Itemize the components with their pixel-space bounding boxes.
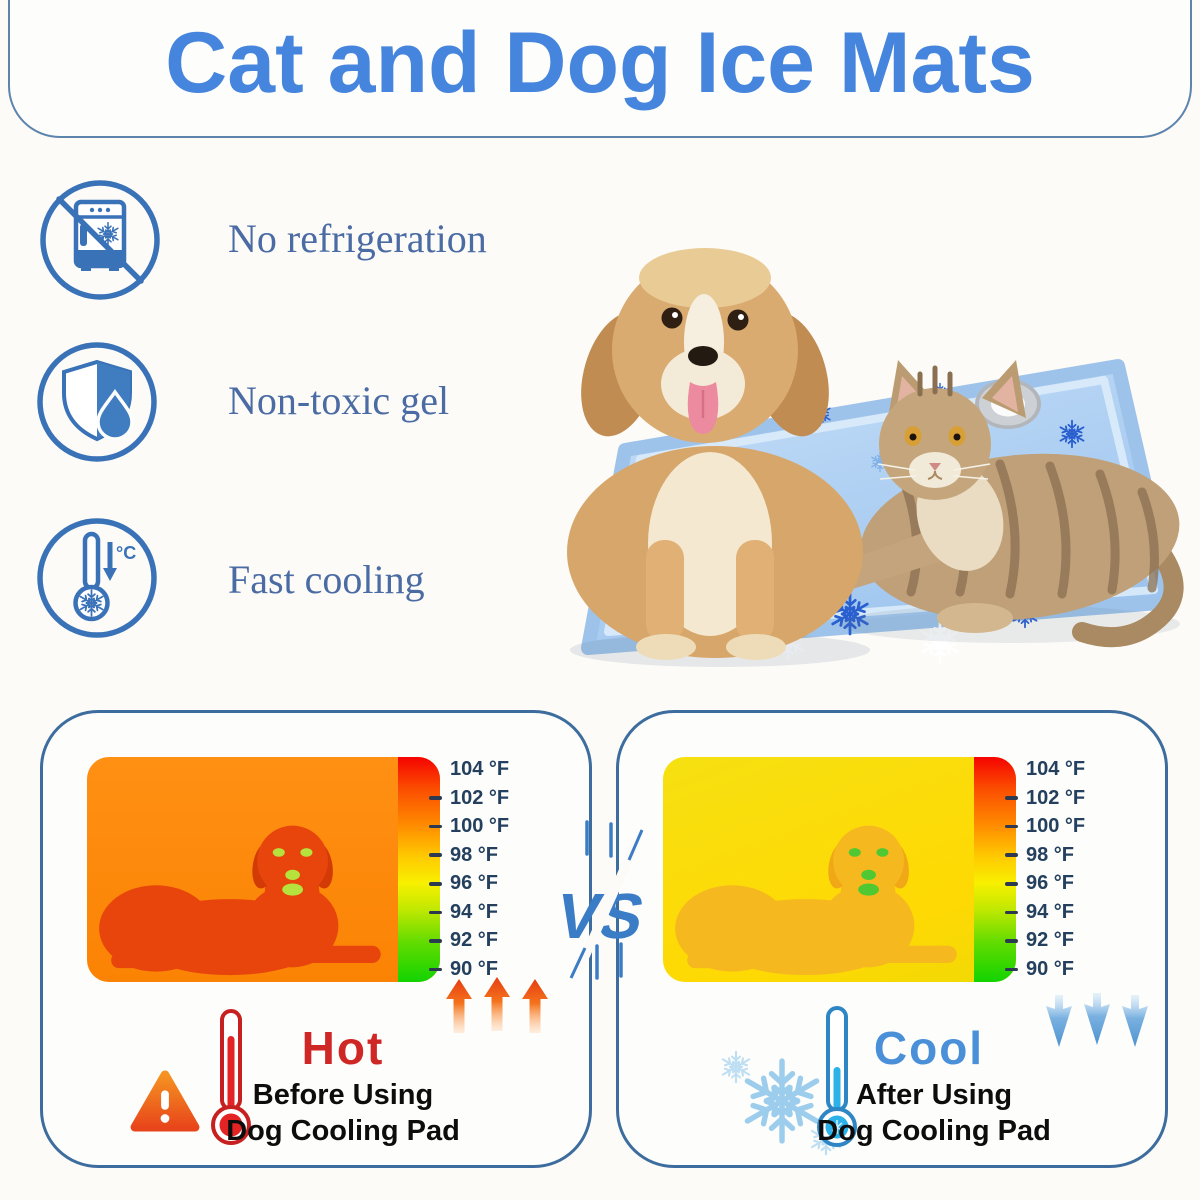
temperature-label: 104 °F — [450, 758, 510, 780]
temperature-label: 102 °F — [450, 786, 510, 809]
title-banner — [8, 0, 1192, 138]
before-using-label: Before Using — [252, 1079, 434, 1111]
warning-icon — [130, 1070, 200, 1132]
thermal-dog-cool-image — [675, 825, 957, 976]
temperature-label: 104 °F — [1026, 758, 1086, 780]
vs-divider: VS — [550, 820, 651, 980]
cool-thermometer-icon — [817, 1006, 857, 1147]
before-panel: 104 °F 102 °F 100 °F 98 °F 96 °F 94 °F 9… — [40, 710, 592, 1168]
temperature-tick — [1005, 824, 1018, 829]
cool-down-arrows-icon — [1046, 993, 1148, 1047]
no-refrigeration-icon — [40, 180, 160, 300]
heat-up-arrows-icon — [446, 977, 548, 1033]
feature-label-non-toxic-gel: Non-toxic gel — [228, 378, 450, 423]
temperature-label: 102 °F — [1026, 786, 1086, 809]
feature-label-fast-cooling: Fast cooling — [228, 557, 425, 602]
hero-photo — [567, 248, 1184, 667]
temperature-tick — [429, 939, 442, 943]
temperature-label: 90 °F — [1026, 957, 1075, 980]
cooling-pad-label-after: Dog Cooling Pad — [817, 1115, 1051, 1147]
thermal-image-cool — [663, 757, 1016, 982]
temperature-label: 100 °F — [1026, 815, 1086, 838]
temperature-tick — [429, 796, 442, 800]
temperature-row: 98 °F — [429, 843, 579, 868]
temperature-row: 90 °F — [1005, 957, 1155, 982]
dog-image — [567, 248, 863, 660]
temperature-label: 98 °F — [450, 843, 499, 866]
temperature-row: 104 °F — [429, 757, 579, 782]
temperature-label: 100 °F — [450, 815, 510, 838]
temperature-row: 94 °F — [429, 900, 579, 925]
feature-label-no-refrigeration: No refrigeration — [228, 216, 487, 261]
after-using-label: After Using — [855, 1079, 1013, 1111]
temperature-label: 92 °F — [450, 929, 499, 952]
thermal-image-hot — [87, 757, 440, 982]
temperature-label: 96 °F — [1026, 872, 1075, 895]
temperature-scale-bar — [398, 757, 440, 982]
temperature-label: 96 °F — [450, 872, 499, 895]
temperature-row: 102 °F — [1005, 786, 1155, 811]
page-title: Cat and Dog Ice Mats — [165, 15, 1035, 111]
temperature-tick — [429, 882, 442, 886]
non-toxic-gel-icon — [37, 342, 157, 462]
temperature-row: 98 °F — [1005, 843, 1155, 868]
temperature-row: 104 °F — [1005, 757, 1155, 782]
temperature-row: 90 °F — [429, 957, 579, 982]
temperature-label: 92 °F — [1026, 929, 1075, 952]
cat-image — [815, 360, 1184, 648]
temperature-tick — [429, 910, 442, 915]
temperature-tick — [429, 824, 442, 829]
cooling-pad-label-before: Dog Cooling Pad — [226, 1115, 460, 1147]
temperature-label: 94 °F — [1026, 900, 1075, 923]
temperature-scale-labels: 104 °F 102 °F 100 °F 98 °F 96 °F 94 °F 9… — [1005, 757, 1155, 982]
thermal-dog-hot-image — [99, 825, 381, 976]
temperature-tick — [1005, 967, 1018, 972]
temperature-scale-bar — [974, 757, 1016, 982]
temperature-row: 100 °F — [429, 814, 579, 839]
celsius-unit-label: °C — [116, 543, 136, 563]
hot-label: Hot — [301, 1022, 385, 1074]
temperature-tick — [1005, 910, 1018, 915]
fast-cooling-icon: °C — [37, 518, 157, 638]
temperature-row: 92 °F — [429, 928, 579, 953]
after-panel: 104 °F 102 °F 100 °F 98 °F 96 °F 94 °F 9… — [616, 710, 1168, 1168]
temperature-tick — [1005, 882, 1018, 886]
temperature-row: 92 °F — [1005, 928, 1155, 953]
temperature-row: 102 °F — [429, 786, 579, 811]
temperature-tick — [1005, 939, 1018, 943]
temperature-row: 94 °F — [1005, 900, 1155, 925]
cool-label: Cool — [873, 1022, 985, 1074]
temperature-label: 90 °F — [450, 957, 499, 980]
temperature-row: 96 °F — [1005, 871, 1155, 896]
temperature-label: 94 °F — [450, 900, 499, 923]
temperature-tick — [429, 853, 442, 857]
temperature-label: 98 °F — [1026, 843, 1075, 866]
hot-thermometer-icon — [211, 1009, 251, 1145]
temperature-row: 96 °F — [429, 871, 579, 896]
temperature-row: 100 °F — [1005, 814, 1155, 839]
temperature-tick — [1005, 796, 1018, 800]
temperature-tick — [429, 967, 442, 972]
temperature-tick — [1005, 853, 1018, 857]
temperature-scale-labels: 104 °F 102 °F 100 °F 98 °F 96 °F 94 °F 9… — [429, 757, 579, 982]
